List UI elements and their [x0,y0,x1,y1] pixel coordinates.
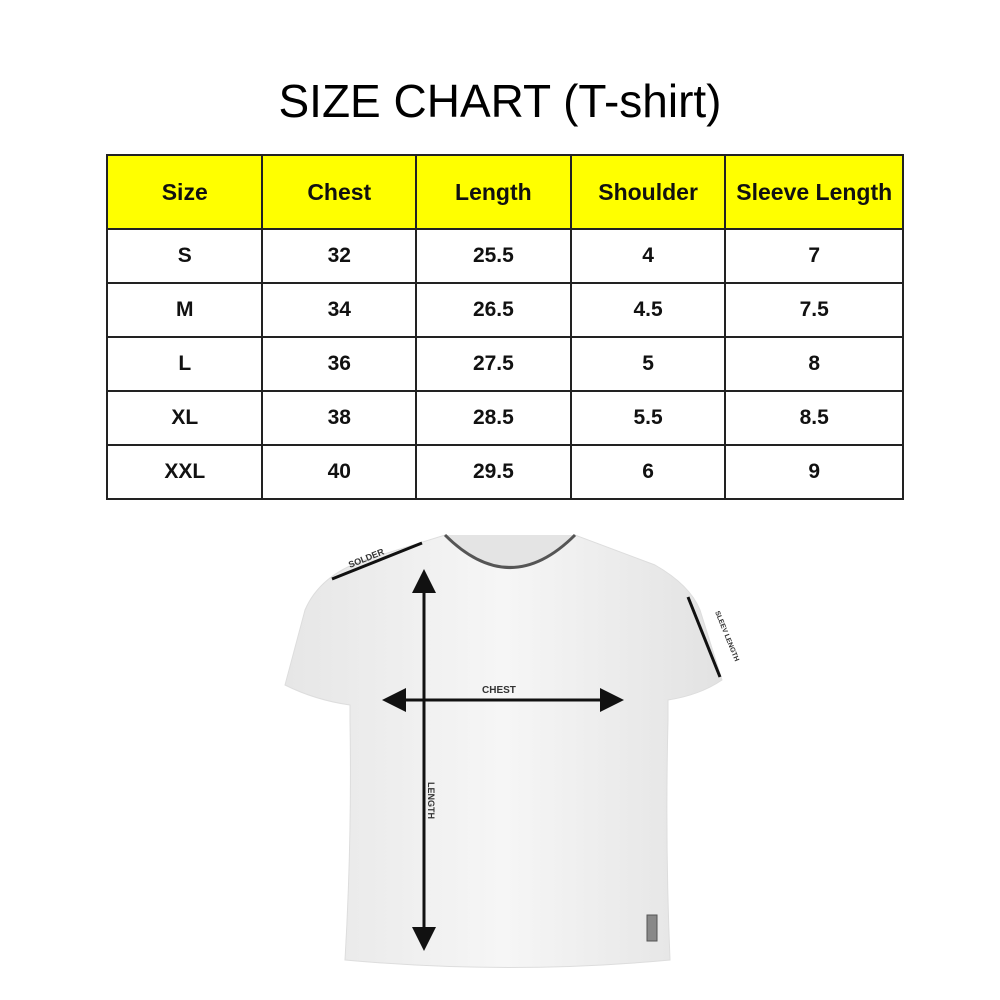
table-cell: 5.5 [569,390,727,446]
table-cell: 26.5 [415,282,572,338]
header-sleeve-length: Sleeve Length [724,154,904,230]
table-cell: 29.5 [415,444,572,500]
table-cell: 27.5 [415,336,572,392]
table-cell: 4 [569,228,727,284]
table-cell: 32 [261,228,418,284]
sleeve-label: SLEEV LENGTH [713,610,740,662]
chest-label: CHEST [482,685,516,696]
table-cell: 6 [569,444,727,500]
table-cell: 25.5 [415,228,572,284]
header-length: Length [415,154,572,230]
size-table: Size Chest Length Shoulder Sleeve Length… [105,154,904,500]
header-size: Size [105,154,264,230]
table-row: L 36 27.5 5 8 [105,336,904,392]
sleeve-measure-line [686,596,722,678]
table-cell: 7 [724,228,904,284]
table-cell: S [105,228,264,284]
table-cell: 8 [724,336,904,392]
table-cell: 8.5 [724,390,904,446]
table-row: XL 38 28.5 5.5 8.5 [105,390,904,446]
collar [443,533,577,569]
table-cell: XL [105,390,264,446]
table-row: M 34 26.5 4.5 7.5 [105,282,904,338]
page-title: SIZE CHART (T-shirt) [278,75,722,127]
table-cell: XXL [105,444,264,500]
table-cell: 5 [569,336,727,392]
brand-tag-icon [646,914,658,942]
table-row: S 32 25.5 4 7 [105,228,904,284]
table-header-row: Size Chest Length Shoulder Sleeve Length [105,154,904,230]
table-cell: 40 [261,444,418,500]
header-shoulder: Shoulder [569,154,727,230]
table-row: XXL 40 29.5 6 9 [105,444,904,500]
table-cell: 7.5 [724,282,904,338]
table-cell: L [105,336,264,392]
table-cell: 34 [261,282,418,338]
header-chest: Chest [261,154,418,230]
length-label: LENGTH [426,782,436,819]
table-cell: 36 [261,336,418,392]
table-cell: 9 [724,444,904,500]
table-cell: M [105,282,264,338]
table-cell: 38 [261,390,418,446]
tshirt-shape [284,534,723,968]
shoulder-measure-line [331,541,423,581]
table-cell: 4.5 [569,282,727,338]
table-cell: 28.5 [415,390,572,446]
